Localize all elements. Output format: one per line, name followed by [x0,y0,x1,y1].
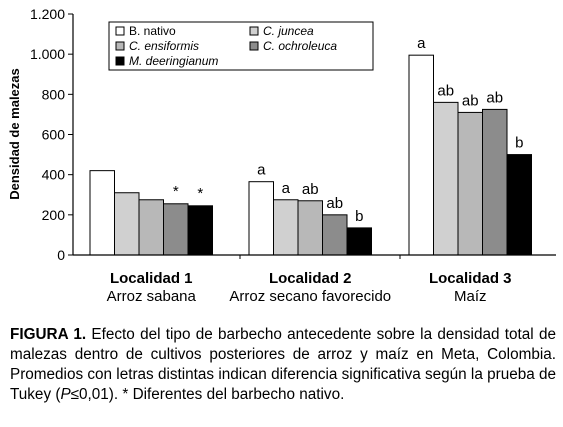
bar-significance-label: * [173,183,179,200]
bar [187,205,213,256]
y-tick-label: 800 [42,86,66,102]
caption-p-symbol: P [60,386,71,403]
bar [433,101,459,256]
group-name: Localidad 1 [110,270,193,287]
bar-significance-label: b [355,208,363,225]
bar-significance-label: * [197,185,203,202]
axes [72,14,556,259]
bar [89,170,115,256]
bar-significance-label: ab [302,181,319,198]
legend-entry: B. nativo [129,24,176,38]
bar [138,199,164,256]
bar-significance-label: a [417,35,426,52]
y-tick-label: 400 [42,167,66,183]
y-tick-label: 200 [42,207,66,223]
bar [297,200,323,256]
bar-significance-label: b [515,135,523,152]
bar-significance-label: ab [326,195,343,212]
y-axis-label: Densidad de malezas [7,68,22,200]
y-tick-label: 1.200 [30,6,65,22]
group-subtitle: Maíz [454,288,487,305]
y-axis: 0 200 400 600 800 1.000 1.200 [30,6,73,263]
bar-significance-label: ab [462,92,479,109]
group-name: Localidad 3 [429,270,512,287]
bar [163,203,189,256]
legend-swatch [115,26,125,36]
group-name: Localidad 2 [269,270,352,287]
bar-significance-label: ab [486,89,503,106]
bar-chart: Densidad de malezas 0 200 400 600 800 1.000 1.… [7,6,556,305]
bar [457,111,483,256]
y-tick-label: 0 [57,247,65,263]
bar [114,192,140,256]
bar-significance-label: a [282,180,291,197]
legend-box [108,21,374,71]
legend-swatch [249,26,259,36]
caption-label: FIGURA 1. [10,326,87,343]
legend-swatch [115,41,125,51]
legend-entry: M. deeringianum [129,54,218,68]
legend-entry: C. juncea [263,24,314,38]
bars [89,54,532,256]
bar-significance-label: a [257,162,266,179]
bar [482,108,508,256]
bar [346,227,372,256]
bar [408,54,434,256]
figure-caption: FIGURA 1. Efecto del tipo de barbecho an… [10,325,556,405]
bar [322,214,348,256]
bar [248,181,274,256]
bar [506,154,532,256]
legend: B. nativo C. juncea C. ensiformis C. ochrol… [108,21,374,71]
group-subtitle: Arroz sabana [107,288,197,305]
group-subtitle: Arroz secano favorecido [229,288,391,305]
caption-text: Efecto del tipo de barbecho antecedente … [10,326,556,403]
bar-significance-label: ab [437,82,454,99]
caption-text-end: ≤0,01). * Diferentes del barbecho nativo… [70,386,345,403]
legend-entry: C. ochroleuca [263,39,337,53]
y-tick-label: 600 [42,127,66,143]
bar [273,199,299,256]
legend-swatch [249,41,259,51]
legend-swatch [115,56,125,66]
legend-entry: C. ensiformis [129,39,199,53]
y-tick-label: 1.000 [30,46,65,62]
